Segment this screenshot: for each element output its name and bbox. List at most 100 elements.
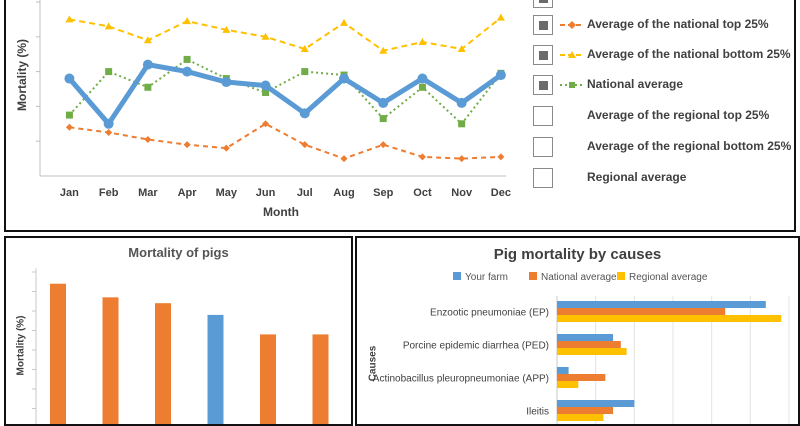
legend-label: Regional average — [587, 170, 687, 184]
data-point-diamond — [340, 155, 348, 163]
category-label: Porcine epidemic diarrhea (PED) — [403, 341, 549, 352]
hbar-chart-svg: Enzootic pneumoniae (EP) Porcine epidemic… — [373, 296, 790, 424]
legend-checkbox[interactable] — [533, 0, 553, 8]
data-point-diamond — [222, 144, 230, 152]
x-tick-label: Mar — [138, 187, 158, 199]
legend-label: National average — [587, 77, 684, 91]
legend-label: Average of the regional bottom 25% — [587, 139, 792, 153]
farm-data-point — [64, 73, 75, 84]
bar-chart-title: Mortality of pigs — [128, 245, 229, 260]
category-label: Ileitis — [526, 407, 549, 418]
legend-item-national-top-25[interactable]: Average of the national top 25% — [533, 15, 793, 37]
x-tick-label: Apr — [178, 187, 198, 199]
farm-data-point — [417, 73, 428, 84]
data-point-diamond — [301, 141, 309, 149]
data-point-diamond — [379, 141, 387, 149]
line-chart-svg: Jan Feb Mar Apr May Jun Jul Aug Sep Oct Nov Dec Mont… — [36, 0, 511, 219]
data-point-square — [262, 88, 270, 96]
hbar-chart-legend: Your farm National average Regional aver… — [453, 272, 773, 286]
bar — [557, 315, 782, 322]
legend-swatch — [453, 272, 461, 280]
bar — [557, 348, 627, 355]
data-point-square — [144, 83, 152, 91]
x-tick-label: Jul — [297, 187, 313, 199]
data-point-square — [458, 120, 466, 128]
legend-label: Average of the national top 25% — [587, 17, 769, 31]
data-point-triangle — [418, 38, 427, 46]
bar — [312, 334, 329, 424]
legend-item-regional-top-25[interactable]: Average of the regional top 25% — [533, 106, 793, 128]
bar — [557, 407, 614, 414]
category-label: Enzootic pneumoniae (EP) — [430, 308, 549, 319]
causes-bar-chart-panel: Pig mortality by causes Your farm Nation… — [355, 236, 800, 426]
data-point-triangle — [300, 44, 309, 52]
farm-data-point — [221, 77, 232, 88]
farm-data-point — [338, 73, 349, 84]
line-chart-y-axis-label: Mortality (%) — [15, 39, 29, 111]
legend-swatch — [617, 272, 625, 280]
data-point-triangle — [261, 32, 270, 40]
data-point-triangle — [339, 18, 348, 26]
legend-square-line-icon — [560, 82, 584, 88]
data-point-square — [379, 115, 387, 123]
bar — [557, 367, 569, 374]
legend-item-regional-bottom-25[interactable]: Average of the regional bottom 25% — [533, 137, 793, 159]
x-tick-label: Aug — [333, 187, 354, 199]
x-tick-label: Jan — [60, 187, 79, 199]
data-point-diamond — [418, 153, 426, 161]
legend-item-national-average: National average — [529, 272, 617, 283]
data-point-triangle — [457, 44, 466, 52]
data-point-diamond — [144, 135, 152, 143]
legend-item-regional-average[interactable]: Regional average — [533, 168, 793, 190]
data-point-triangle — [496, 13, 505, 21]
farm-data-point — [456, 97, 467, 108]
data-point-square — [105, 68, 113, 76]
legend-checkbox[interactable] — [533, 45, 553, 65]
legend-checkbox[interactable] — [533, 168, 553, 188]
legend-swatch — [529, 272, 537, 280]
legend-checkbox[interactable] — [533, 15, 553, 35]
legend-label: National average — [541, 272, 617, 283]
data-point-square — [183, 55, 191, 63]
bar — [557, 301, 766, 308]
farm-data-point — [260, 80, 271, 91]
data-point-diamond — [105, 129, 113, 136]
category-label: Actinobacillus pleuropneumoniae (APP) — [373, 374, 549, 385]
farm-data-point — [299, 108, 310, 119]
farm-data-point — [495, 70, 506, 81]
legend-item-national-bottom-25[interactable]: Average of the national bottom 25% — [533, 45, 793, 67]
data-point-triangle — [379, 46, 388, 54]
bar — [260, 334, 276, 424]
bar — [50, 283, 66, 424]
x-tick-label: Nov — [451, 187, 473, 199]
legend-checkbox[interactable] — [533, 106, 553, 126]
legend-label: Average of the national bottom 25% — [587, 47, 791, 61]
data-point-triangle — [104, 22, 113, 30]
farm-data-point — [182, 66, 193, 77]
data-point-triangle — [65, 15, 74, 23]
bar — [557, 308, 726, 315]
farm-data-point — [103, 118, 114, 129]
bar — [207, 314, 224, 424]
mortality-bar-chart-panel: Mortality of pigs Mortality (%) — [4, 236, 353, 426]
x-tick-label: May — [216, 187, 238, 199]
legend-diamond-line-icon — [560, 21, 584, 29]
series-line — [69, 16, 502, 52]
data-point-triangle — [143, 36, 152, 44]
legend-label: Average of the regional top 25% — [587, 108, 770, 122]
data-point-square — [65, 111, 73, 119]
legend-item-national-average[interactable]: National average — [533, 75, 793, 97]
bar — [557, 341, 621, 348]
x-tick-label: Dec — [491, 187, 511, 199]
x-tick-label: Feb — [99, 187, 119, 199]
x-tick-label: Oct — [413, 187, 432, 199]
legend-label: Regional average — [629, 272, 708, 283]
farm-series-line — [67, 62, 503, 127]
mortality-line-chart-panel: Jan Feb Mar Apr May Jun Jul Aug Sep Oct Nov Dec Mont… — [4, 0, 796, 232]
bar — [557, 400, 635, 407]
data-point-diamond — [497, 153, 505, 161]
legend-checkbox[interactable] — [533, 137, 553, 157]
line-chart-legend: Average of the national top 25% Average … — [533, 0, 793, 230]
bar — [557, 334, 614, 341]
legend-checkbox[interactable] — [533, 75, 553, 95]
